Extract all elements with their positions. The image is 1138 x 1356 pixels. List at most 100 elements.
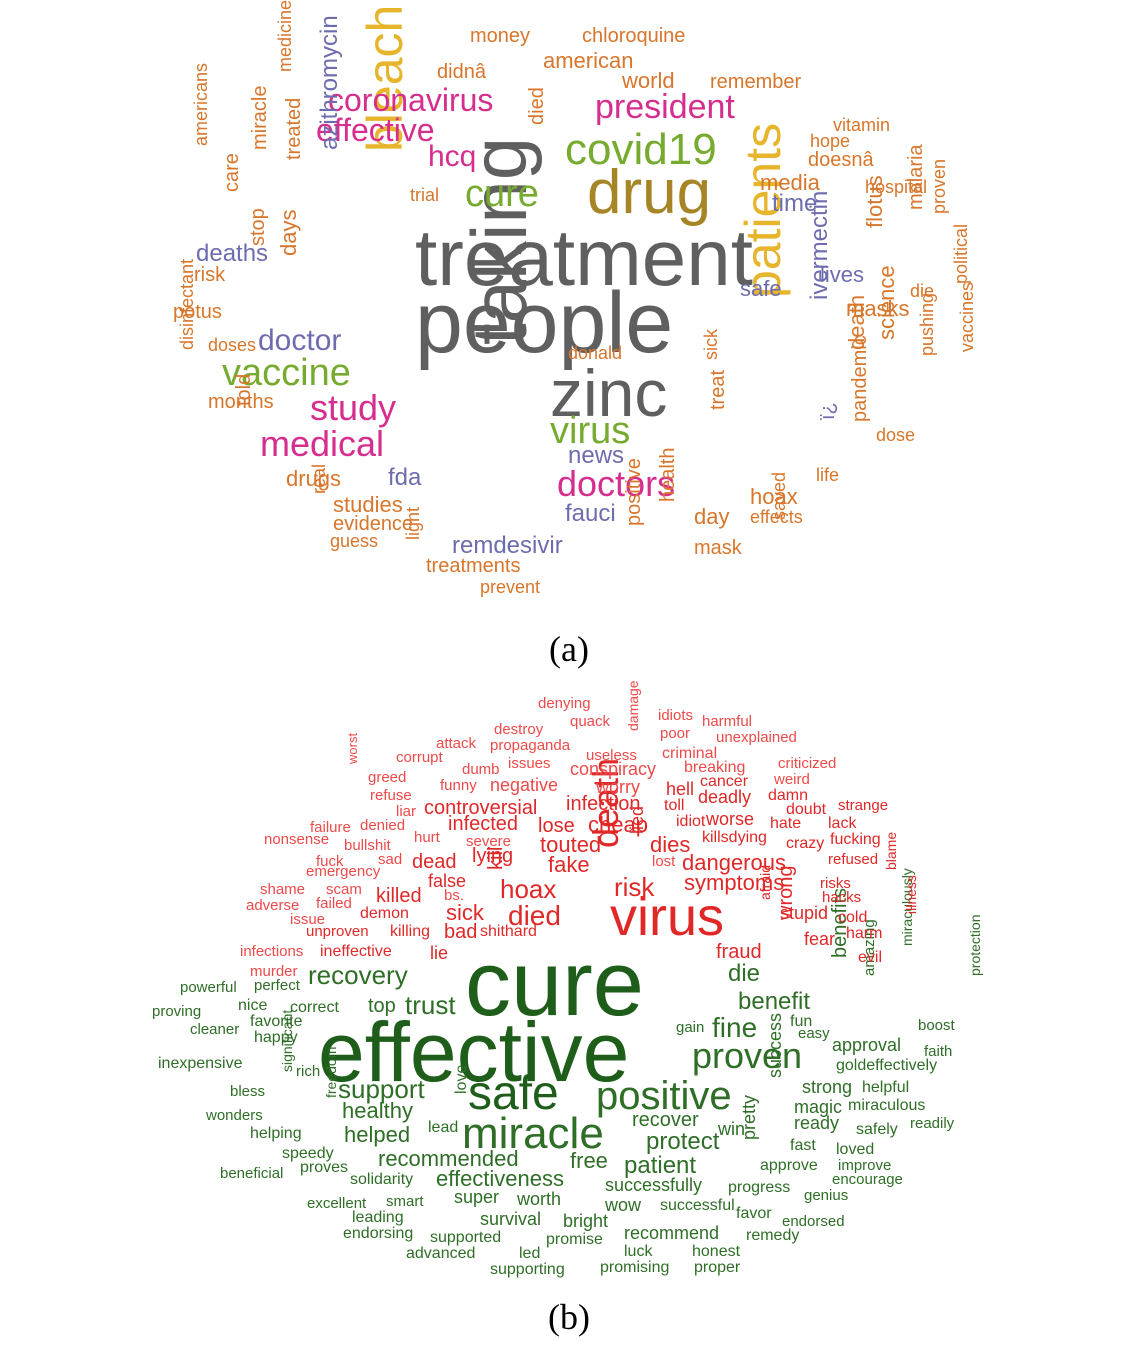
cloud-word: inexpensive (158, 1055, 243, 1072)
cloud-word: favor (736, 1205, 772, 1222)
cloud-word: cleaner (190, 1021, 240, 1038)
cloud-word: fucking (830, 831, 881, 848)
cloud-word: hurt (414, 829, 440, 846)
cloud-word: died (526, 87, 548, 125)
cloud-word: malaria (905, 144, 927, 210)
caption-b: (b) (548, 1297, 590, 1337)
cloud-word: life (816, 465, 840, 485)
cloud-word: dies (650, 832, 691, 857)
cloud-word: led (519, 1245, 541, 1262)
cloud-word: speedy (282, 1145, 334, 1162)
cloud-word: stupid (780, 903, 829, 923)
caption-a: (a) (549, 629, 589, 669)
cloud-word: crazy (786, 835, 825, 852)
cloud-word: disinfectant (177, 258, 197, 350)
cloud-word: wonders (206, 1107, 263, 1124)
cloud-word: die (910, 281, 935, 301)
cloud-word: treated (283, 97, 305, 160)
cloud-word: happy (254, 1029, 298, 1046)
cloud-word: fauci (565, 500, 616, 527)
cloud-word: lost (652, 853, 676, 870)
cloud-word: worth (517, 1189, 562, 1209)
cloud-word: strange (838, 797, 889, 814)
cloud-word: protect (646, 1128, 720, 1155)
cloud-word: helpful (862, 1079, 910, 1096)
cloud-word: adverse (246, 897, 300, 914)
cloud-word: miracle (249, 85, 271, 150)
cloud-word: died (508, 900, 561, 931)
cloud-word: murder (250, 963, 298, 980)
cloud-word: protection (967, 914, 983, 976)
cloud-word: propaganda (490, 737, 571, 754)
cloud-word: media (760, 170, 820, 195)
cloud-word: doubt (786, 801, 827, 818)
cloud-word: failed (316, 895, 352, 912)
cloud-word: idiots (658, 707, 694, 724)
cloud-word: freedom (323, 1046, 339, 1098)
cloud-word: improve (838, 1157, 892, 1174)
cloud-word: harmful (702, 713, 753, 730)
cloud-word: recommended (378, 1146, 519, 1171)
cloud-word: risk (614, 872, 655, 902)
cloud-word: nonsense (264, 831, 330, 848)
cloud-word: worry (596, 777, 640, 797)
cloud-word: successful (660, 1197, 735, 1214)
cloud-word: vitamin (833, 115, 891, 135)
cloud-word: fun (790, 1013, 813, 1030)
cloud-word: medical (260, 423, 385, 464)
cloud-word: readily (910, 1115, 955, 1132)
cloud-word: patient (624, 1152, 697, 1179)
cloud-word: infected (448, 813, 519, 835)
cloud-word: proves (300, 1159, 349, 1176)
cloud-word: strong (802, 1077, 853, 1097)
cloud-word: pandemic (849, 335, 871, 422)
cloud-word: promising (600, 1259, 670, 1276)
cloud-word: cure (465, 933, 644, 1035)
cloud-word: effective (316, 112, 435, 148)
cloud-word: saved (769, 471, 789, 520)
cloud-word: lying (472, 845, 514, 867)
cloud-word: wow (605, 1195, 642, 1215)
cloud-word: wrong (775, 865, 797, 920)
cloud-word: refused (828, 851, 879, 868)
cloud-word: azithromycin (316, 15, 343, 150)
cloud-word: positive (623, 458, 645, 526)
cloud-word: failure (310, 819, 351, 836)
cloud-word: love (453, 1064, 470, 1094)
cloud-word: super (454, 1187, 500, 1207)
cloud-word: weird (774, 771, 810, 788)
cloud-word: remember (710, 71, 802, 93)
cloud-word: doesnâ (808, 149, 874, 171)
cloud-word: miraculous (848, 1097, 926, 1114)
cloud-word: negative (490, 775, 559, 795)
cloud-word: proven (929, 158, 949, 214)
cloud-word: attack (436, 735, 477, 752)
cloud-word: lead (428, 1119, 459, 1136)
cloud-word: endorsing (343, 1225, 414, 1242)
cloud-word: smart (386, 1193, 424, 1210)
cloud-word: refuse (370, 787, 412, 804)
cloud-word: sad (378, 851, 403, 868)
cloud-word: hope (810, 131, 851, 151)
cloud-word: killed (376, 885, 422, 907)
cloud-word: powerful (180, 979, 237, 996)
cloud-word: severe (466, 833, 512, 850)
cloud-word: supporting (490, 1261, 565, 1278)
cloud-word: harm (846, 925, 883, 942)
cloud-word: proving (152, 1003, 202, 1020)
cloud-word: unexplained (716, 729, 797, 746)
cloud-word: infection (566, 793, 641, 815)
cloud-word: bless (230, 1083, 266, 1100)
cloud-word: support (338, 1074, 425, 1104)
cloud-word: afraid (757, 864, 773, 900)
cloud-word: president (595, 88, 735, 126)
cloud-word: recommend (624, 1223, 720, 1243)
cloud-word: world (622, 68, 675, 93)
cloud-word: poor (660, 725, 691, 742)
cloud-word: risk (194, 264, 226, 286)
cloud-word: cure (465, 173, 539, 215)
cloud-word: shithard (480, 923, 537, 940)
cloud-word: days (276, 209, 301, 256)
cloud-word: correct (290, 999, 339, 1016)
cloud-word: magic (794, 1097, 843, 1117)
